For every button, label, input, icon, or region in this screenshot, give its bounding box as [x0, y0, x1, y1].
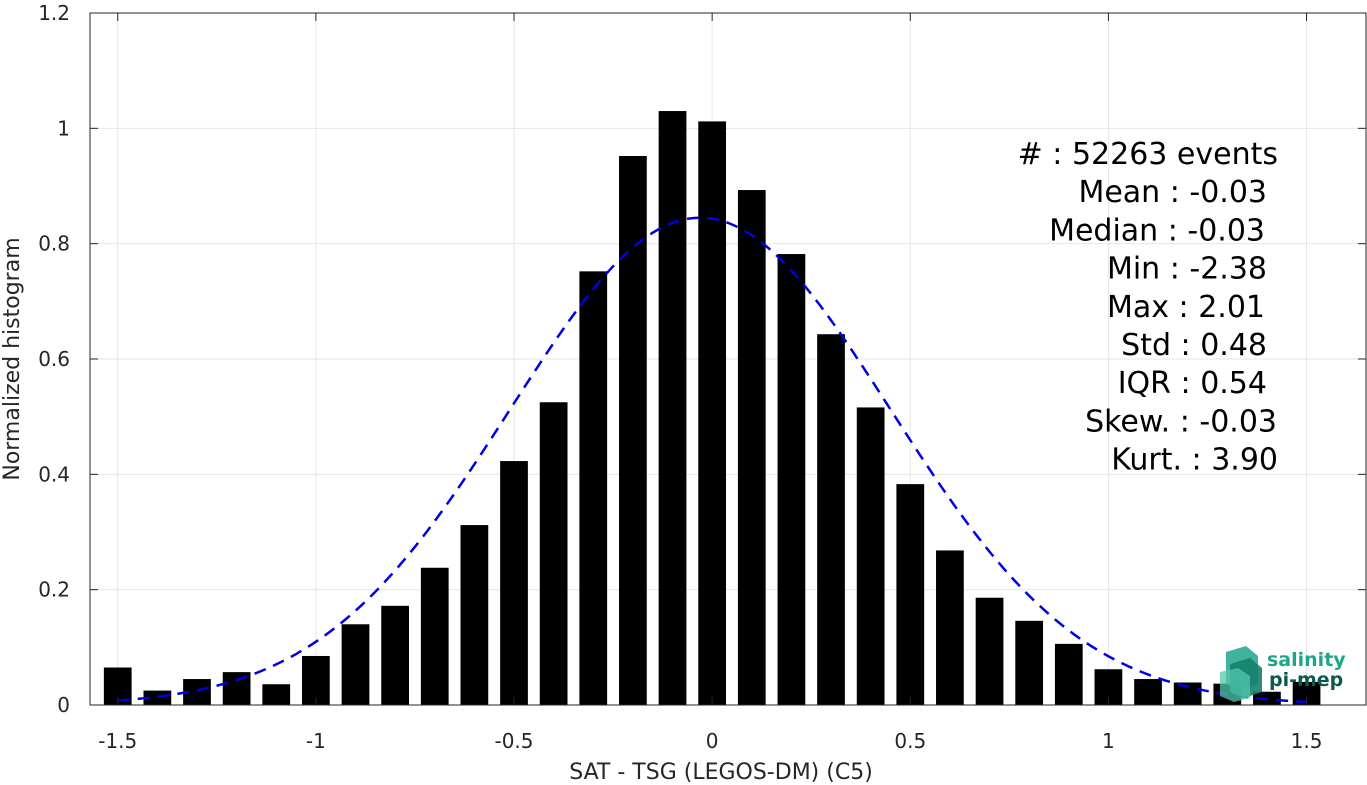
x-tick-label: -1: [306, 729, 326, 753]
histogram-bar: [856, 407, 885, 705]
y-tick-label: 0.2: [38, 578, 70, 602]
stats-line: Std : 0.48: [1121, 328, 1267, 363]
histogram-bar: [302, 655, 330, 705]
logo-mark-icon: [1220, 646, 1262, 702]
x-tick-label: 1: [1102, 729, 1115, 753]
stats-line: IQR : 0.54: [1118, 366, 1267, 401]
x-tick-label: -0.5: [494, 729, 533, 753]
histogram-bar: [143, 690, 172, 705]
y-axis-ticks: 0 0.2 0.4 0.6 0.8 1 1.2: [38, 1, 1366, 717]
histogram-bar: [420, 567, 449, 705]
histogram-bar: [936, 550, 964, 705]
stats-line: Kurt. : 3.90: [1111, 443, 1278, 478]
histogram-bar: [1292, 681, 1321, 705]
logo-line-2: pi-mep: [1269, 669, 1343, 691]
histogram-bar: [341, 624, 370, 705]
gaussian-fit-curve: [117, 216, 1307, 704]
histogram-bar: [381, 605, 409, 705]
y-tick-label: 0.6: [38, 347, 70, 371]
x-axis-ticks: -1.5 -1 -0.5 0 0.5 1 1.5: [98, 13, 1322, 753]
histogram-bar: [500, 461, 528, 705]
logo-line-1: salinity: [1267, 649, 1346, 671]
histogram-bar: [1173, 682, 1202, 705]
x-tick-label: -1.5: [98, 729, 137, 753]
salinity-pi-mep-logo: salinity pi-mep: [1220, 646, 1346, 702]
histogram-bar: [698, 121, 727, 705]
y-tick-label: 1: [57, 116, 70, 140]
histogram-bar: [619, 156, 647, 706]
x-tick-label: 1.5: [1291, 729, 1323, 753]
histogram-bar: [579, 271, 608, 705]
histogram-bar: [1015, 620, 1044, 705]
stats-line: # : 52263 events: [1018, 137, 1278, 172]
stats-line: Mean : -0.03: [1078, 175, 1267, 210]
x-tick-label: 0.5: [894, 729, 926, 753]
histogram-bar: [737, 190, 766, 705]
stats-line: Skew. : -0.03: [1085, 404, 1277, 439]
x-axis-label: SAT - TSG (LEGOS-DM) (C5): [569, 760, 873, 785]
histogram-bars: [103, 111, 1321, 706]
stats-line: Min : -2.38: [1107, 252, 1267, 287]
stats-line: Median : -0.03: [1049, 213, 1265, 248]
histogram-bar: [817, 334, 845, 705]
histogram-bar: [658, 111, 687, 706]
histogram-bar: [777, 254, 806, 705]
histogram-bar: [896, 484, 925, 705]
histogram-bar: [1054, 643, 1083, 705]
histogram-bar: [262, 684, 291, 705]
histogram-bar: [539, 402, 568, 705]
stats-line: Max : 2.01: [1107, 290, 1265, 325]
y-tick-label: 0.8: [38, 232, 70, 256]
y-tick-label: 0: [57, 693, 70, 717]
y-tick-label: 1.2: [38, 1, 70, 25]
histogram-bar: [975, 597, 1004, 705]
x-tick-label: 0: [706, 729, 719, 753]
y-axis-label: Normalized histogram: [0, 237, 25, 480]
histogram-bar: [460, 525, 489, 705]
histogram-bar: [1134, 679, 1162, 705]
y-tick-label: 0.4: [38, 462, 70, 486]
